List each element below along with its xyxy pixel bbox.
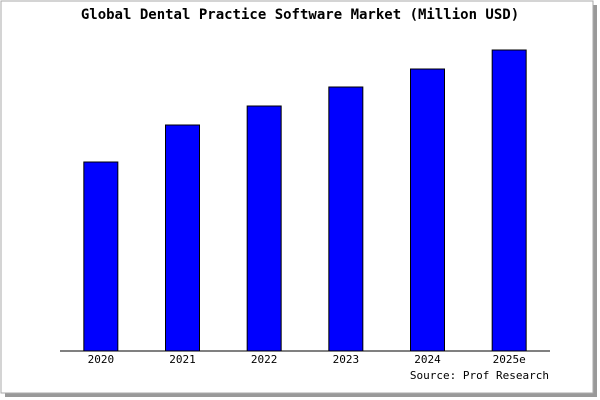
source-note: Source: Prof Research [410,369,549,382]
bar [328,86,364,352]
x-tick-label: 2023 [333,353,360,366]
x-tick-label: 2020 [88,353,115,366]
bar [165,124,200,352]
plot-area [60,40,550,351]
x-tick-label: 2025e [493,353,526,366]
x-tick-label: 2021 [169,353,196,366]
chart-title: Global Dental Practice Software Market (… [81,7,519,23]
bar [491,49,527,352]
x-tick-label: 2022 [251,353,278,366]
bar [83,161,119,352]
x-tick-label: 2024 [414,353,441,366]
bar [246,105,282,352]
bar [410,68,445,352]
